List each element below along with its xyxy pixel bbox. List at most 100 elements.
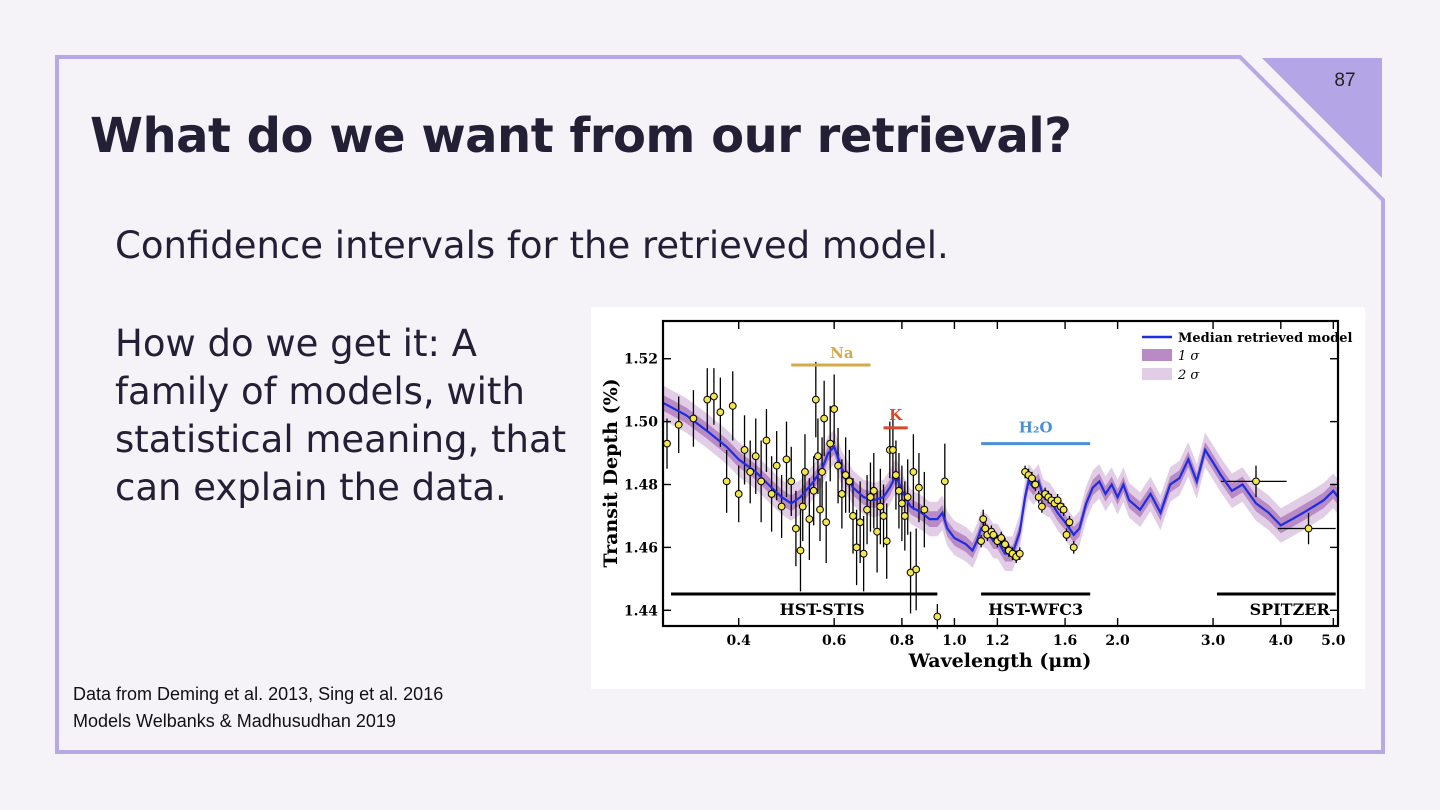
- legend: Median retrieved model 1 σ 2 σ: [1142, 331, 1353, 383]
- data-point: [837, 490, 846, 498]
- data-point: [1028, 474, 1036, 483]
- data-point: [722, 477, 731, 486]
- legend-label-sigma2: 2 σ: [1177, 368, 1200, 383]
- corner-accent-triangle: [1262, 58, 1382, 178]
- data-point: [856, 518, 865, 527]
- data-point: [1031, 480, 1040, 489]
- data-point: [869, 486, 878, 495]
- instrument-label: HST-WFC3: [988, 600, 1083, 619]
- data-point: [895, 486, 903, 495]
- x-tick-label: 3.0: [1201, 633, 1226, 649]
- data-point: [859, 549, 868, 558]
- data-point: [876, 502, 885, 511]
- data-point: [801, 468, 809, 476]
- data-point: [818, 468, 826, 476]
- data-point: [900, 512, 909, 520]
- y-tick-label: 1.52: [624, 352, 658, 368]
- data-point: [809, 486, 818, 495]
- x-tick-label: 1.6: [1053, 633, 1077, 649]
- x-axis-label: Wavelength (μm): [908, 650, 1092, 672]
- y-axis-label: Transit Depth (%): [600, 378, 622, 567]
- instrument-label: SPITZER: [1250, 600, 1331, 619]
- data-point: [989, 530, 998, 539]
- sigma2-band: [663, 385, 1338, 571]
- page-number: 87: [1334, 70, 1356, 91]
- legend-swatch-sigma2: [1142, 368, 1172, 380]
- legend-label-sigma1: 1 σ: [1178, 349, 1200, 364]
- data-point: [1069, 543, 1078, 552]
- x-tick-label: 4.0: [1269, 633, 1294, 649]
- data-point: [852, 543, 861, 552]
- y-tick-label: 1.50: [624, 415, 658, 431]
- data-point: [1034, 493, 1043, 501]
- data-point: [826, 439, 835, 448]
- plot-area-border: [661, 319, 1340, 628]
- slide-title: What do we want from our retrieval?: [90, 108, 1072, 164]
- data-point: [892, 471, 900, 479]
- data-point: [757, 477, 766, 486]
- data-point: [822, 518, 831, 527]
- data-point: [792, 524, 800, 533]
- data-point: [1304, 524, 1313, 533]
- data-point: [933, 612, 942, 621]
- data-point: [1015, 549, 1024, 558]
- x-tick-label: 2.0: [1105, 633, 1130, 649]
- data-point: [1059, 505, 1068, 514]
- data-point: [746, 468, 755, 476]
- data-point: [915, 483, 923, 492]
- data-point: [811, 395, 820, 404]
- data-point: [716, 408, 725, 417]
- data-point: [689, 414, 698, 423]
- instrument-label: HST-STIS: [780, 600, 865, 619]
- data-point: [866, 493, 875, 501]
- sigma2-band-layer: [663, 385, 1338, 571]
- legend-label-median: Median retrieved model: [1178, 331, 1353, 346]
- data-point: [777, 502, 786, 511]
- data-point: [762, 436, 771, 445]
- x-tick-label: 1.0: [942, 633, 967, 649]
- data-point: [703, 395, 712, 404]
- y-tick-label: 1.44: [624, 603, 658, 619]
- model-citation: Models Welbanks & Madhusudhan 2019: [73, 711, 396, 731]
- data-point: [903, 493, 912, 501]
- data-point: [834, 461, 842, 470]
- data-point: [841, 471, 850, 479]
- data-point: [1065, 518, 1074, 527]
- slide-border: [55, 55, 1385, 754]
- legend-swatch-sigma1: [1142, 349, 1172, 361]
- x-tick-label: 5.0: [1321, 633, 1346, 649]
- data-point: [940, 477, 949, 486]
- data-point: [897, 499, 906, 508]
- y-tick-label: 1.48: [624, 478, 658, 494]
- paragraph-confidence: Confidence intervals for the retrieved m…: [115, 224, 949, 267]
- data-point: [912, 565, 921, 574]
- transmission-spectrum-chart: Na K H₂O HST-STIS HST-WFC3 SPITZER 0.4 0.6 0.8…: [591, 307, 1365, 689]
- data-point: [767, 490, 776, 498]
- data-point: [796, 546, 805, 555]
- data-point: [888, 446, 897, 454]
- data-point: [772, 461, 781, 470]
- data-point: [849, 512, 857, 520]
- model-line-layer: [662, 401, 1339, 555]
- data-point: [845, 477, 854, 486]
- axes-layer: 0.4 0.6 0.8 1.0 1.2 1.6 2.0 3.0 4.0 5.0 1.44 1.46 1.…: [624, 321, 1346, 649]
- x-tick-label: 0.4: [727, 633, 752, 649]
- data-point: [979, 515, 988, 523]
- data-point: [879, 512, 888, 520]
- data-point: [663, 439, 671, 448]
- data-point: [820, 414, 829, 423]
- data-point: [674, 420, 683, 429]
- data-point: [787, 477, 796, 486]
- feature-label: Na: [830, 344, 854, 362]
- data-points-layer: [663, 392, 1313, 621]
- data-point: [909, 468, 918, 476]
- data-citation: Data from Deming et al. 2013, Sing et al…: [73, 684, 444, 704]
- data-point: [751, 452, 760, 461]
- feature-label: H₂O: [1019, 419, 1053, 437]
- data-point: [830, 405, 839, 413]
- data-point: [977, 537, 986, 546]
- x-tick-label: 1.2: [985, 633, 1009, 649]
- data-point: [740, 446, 749, 454]
- data-point: [882, 537, 891, 546]
